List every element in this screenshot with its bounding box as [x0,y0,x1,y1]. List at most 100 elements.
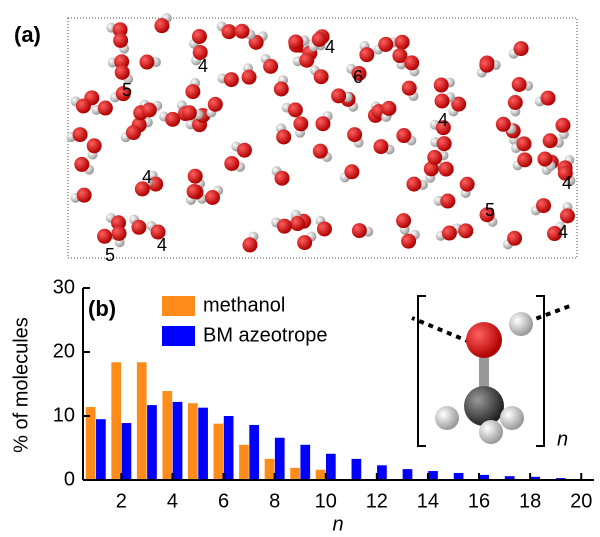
bar [428,471,438,480]
oxygen [451,96,467,112]
oxygen [540,90,556,106]
bar [213,423,224,480]
oxygen [276,218,292,234]
oxygen [224,155,240,171]
oxygen [274,170,290,186]
bar [249,424,260,480]
oxygen [110,215,126,231]
oxygen [139,54,155,70]
oxygen [86,138,102,154]
oxygen [507,95,523,111]
oxygen [312,143,328,159]
bar [264,458,275,480]
oxygen [331,88,347,104]
bar [239,444,249,480]
x-tick-label: 12 [366,490,388,512]
bar [377,465,387,480]
panel-label: (a) [14,22,41,47]
bar [402,469,413,480]
oxygen [359,47,375,63]
oxygen [263,58,279,74]
cluster-label: 4 [438,110,448,130]
oxygen [131,219,147,235]
x-tick-label: 8 [269,490,280,512]
snapshot-panel: (a) 4 4 5 6 4 4 4 5 4 4 5 [14,13,578,265]
x-tick-label: 14 [417,490,439,512]
oxygen [150,224,166,240]
oxygen [458,223,474,239]
oxygen [276,129,292,145]
oxygen [114,54,130,70]
oxygen [186,183,202,199]
oxygen [396,213,412,229]
x-tick-label: 10 [315,490,337,512]
cluster-label: 4 [562,173,572,193]
bar [121,423,132,480]
oxygen [72,127,88,143]
oxygen [559,208,575,224]
y-tick-label: 0 [64,468,75,490]
bar [530,476,541,480]
oxygen [401,233,417,249]
x-axis-label: n [332,513,343,535]
y-tick-label: 20 [53,340,75,362]
cluster-label: 4 [558,222,568,242]
oxygen [141,102,157,118]
oxygen [204,189,220,205]
oxygen [134,181,150,197]
bar [325,453,336,480]
bar [479,474,489,480]
inset-label: n [557,428,568,450]
oxygen [546,226,562,242]
oxygen [192,44,208,60]
y-axis-label: % of molecules [10,317,32,453]
oxygen [507,230,523,246]
oxygen [351,65,367,81]
bar [300,444,311,480]
y-tick-label: 10 [53,404,75,426]
oxygen [495,116,511,132]
oxygen [438,161,454,177]
bar [453,472,464,480]
oxygen [516,136,532,152]
legend-swatch [162,326,195,346]
x-tick-label: 2 [116,490,127,512]
bar [147,405,157,480]
oxygen [191,28,207,44]
oxygen [299,52,315,68]
cluster-label: 5 [485,200,495,220]
oxygen [404,55,420,71]
bar [85,407,96,480]
oxygen [185,84,201,100]
oxygen [479,207,495,223]
oxygen [381,100,397,116]
oxygen [97,100,113,116]
oxygen [440,193,456,209]
oxygen [459,176,475,192]
x-tick-label: 6 [218,490,229,512]
bar [111,362,122,480]
oxygen [154,18,170,34]
cluster-label: 4 [142,167,152,187]
oxygen [234,23,250,39]
molecules [66,13,576,253]
oxygen [181,105,197,121]
oxygen [75,98,91,114]
oxygen [347,127,363,143]
oxygen [221,24,237,40]
bar [96,419,106,480]
oxygen [236,142,252,158]
legend-swatch [162,296,195,316]
oxygen [74,156,90,172]
oxygen [441,225,457,241]
oxygen [242,237,258,253]
cluster-label: 6 [353,67,363,87]
oxygen [114,64,130,80]
oxygen [435,120,451,136]
oxygen [427,149,443,165]
oxygen [115,86,131,102]
bar [136,362,147,480]
oxygen [316,221,332,237]
legend-label: BM azeotrope [203,324,328,346]
y-tick-label: 30 [53,276,75,298]
